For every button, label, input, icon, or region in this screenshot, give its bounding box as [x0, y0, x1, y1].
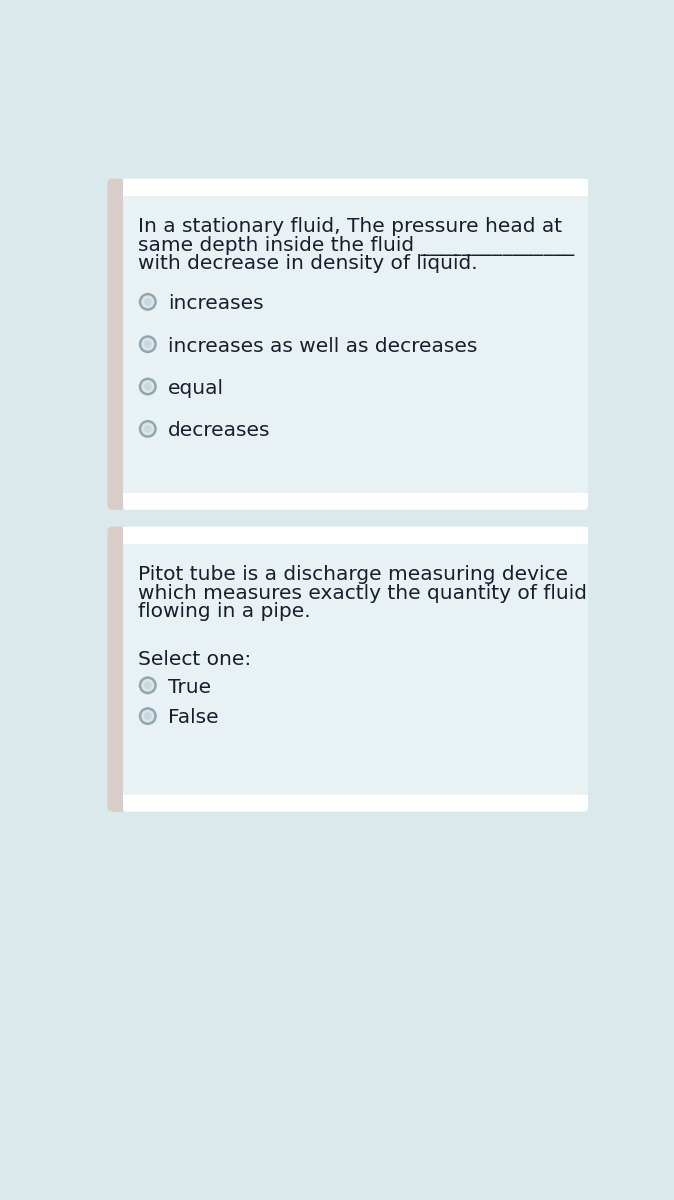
Bar — [123, 527, 127, 811]
FancyBboxPatch shape — [123, 527, 588, 544]
Bar — [116, 179, 125, 510]
Circle shape — [140, 336, 156, 352]
Text: which measures exactly the quantity of fluid: which measures exactly the quantity of f… — [138, 583, 588, 602]
FancyBboxPatch shape — [123, 179, 588, 510]
Circle shape — [144, 298, 152, 306]
Circle shape — [140, 379, 156, 395]
Circle shape — [144, 682, 152, 689]
FancyBboxPatch shape — [123, 493, 588, 510]
FancyBboxPatch shape — [123, 794, 588, 811]
FancyBboxPatch shape — [123, 527, 588, 811]
Text: decreases: decreases — [168, 421, 270, 440]
Bar — [123, 794, 588, 803]
Circle shape — [140, 708, 156, 724]
FancyBboxPatch shape — [123, 179, 588, 196]
Text: equal: equal — [168, 379, 224, 398]
Circle shape — [140, 678, 156, 694]
FancyBboxPatch shape — [107, 179, 125, 510]
Text: increases as well as decreases: increases as well as decreases — [168, 336, 477, 355]
Circle shape — [140, 421, 156, 437]
FancyBboxPatch shape — [107, 527, 125, 811]
Circle shape — [144, 383, 152, 390]
Circle shape — [144, 713, 152, 720]
Bar — [123, 535, 588, 544]
Circle shape — [140, 294, 156, 310]
Text: increases: increases — [168, 294, 264, 313]
Bar — [123, 179, 127, 510]
Text: False: False — [168, 708, 218, 727]
Text: flowing in a pipe.: flowing in a pipe. — [138, 602, 311, 622]
Text: with decrease in density of liquid.: with decrease in density of liquid. — [138, 254, 478, 274]
Circle shape — [144, 425, 152, 433]
Bar — [123, 527, 588, 544]
Bar — [123, 187, 588, 196]
Text: True: True — [168, 678, 211, 697]
Text: In a stationary fluid, The pressure head at: In a stationary fluid, The pressure head… — [138, 217, 563, 236]
Text: Select one:: Select one: — [138, 650, 252, 668]
Bar — [123, 493, 588, 502]
Bar — [116, 527, 125, 811]
Text: same depth inside the fluid _______________: same depth inside the fluid ____________… — [138, 235, 575, 256]
Bar — [123, 179, 588, 196]
Circle shape — [144, 341, 152, 348]
Text: Pitot tube is a discharge measuring device: Pitot tube is a discharge measuring devi… — [138, 565, 568, 584]
